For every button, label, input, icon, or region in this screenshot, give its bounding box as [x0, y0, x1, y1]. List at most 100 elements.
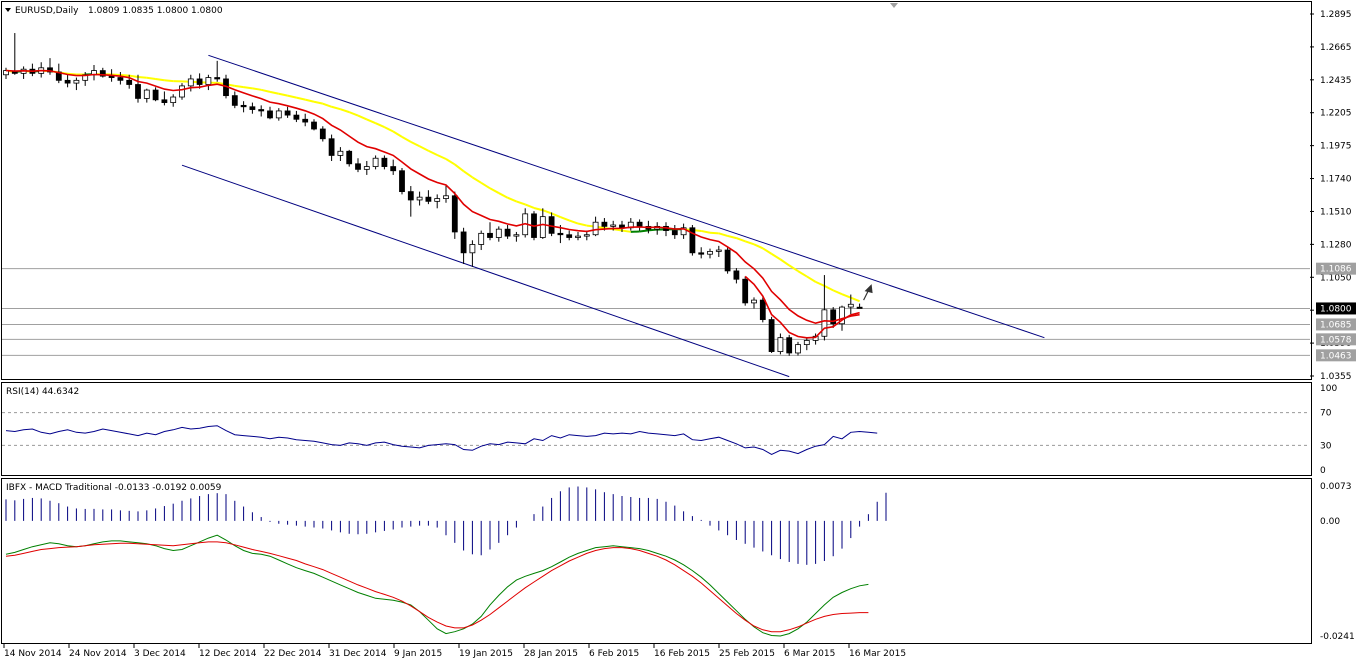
candle-body: [575, 235, 581, 238]
slow-ma-segment: [788, 264, 799, 272]
slow-ma-segment: [613, 228, 623, 232]
candle: [733, 268, 740, 284]
candle: [275, 108, 282, 121]
candle-body: [126, 79, 133, 85]
candle-body: [557, 232, 564, 236]
macd-title: IBFX - MACD Traditional -0.0133 -0.0192 …: [6, 483, 222, 493]
price-tag-label: 1.0800: [1320, 304, 1352, 314]
rsi-axis: 100 70 30 0: [1320, 384, 1337, 476]
candle: [73, 77, 80, 91]
candle: [258, 105, 265, 117]
candle-body: [856, 306, 863, 309]
time-tick-label: 3 Dec 2014: [134, 649, 186, 659]
candle-body: [319, 128, 326, 140]
candle: [3, 67, 9, 79]
ohlc-label: 1.0809 1.0835 1.0800 1.0800: [88, 6, 223, 16]
breakout-arrow: [863, 284, 873, 301]
candle: [715, 245, 722, 257]
slow-ma-segment: [542, 209, 552, 215]
price-tag-box: [1316, 262, 1356, 275]
price-tick-label: 1.2665: [1320, 43, 1352, 53]
slow-ma-segment: [304, 98, 315, 103]
candle: [469, 240, 476, 267]
time-tick-label: 19 Jan 2015: [459, 649, 513, 659]
slow-ma-segment: [718, 232, 728, 237]
slow-ma-segment: [551, 212, 561, 218]
slow-ma-segment: [823, 284, 834, 292]
candle-body: [231, 95, 238, 106]
candle-body: [707, 251, 713, 255]
candle-body: [117, 77, 124, 81]
slow-ma-segment: [410, 140, 421, 148]
rsi-path: [5, 425, 878, 455]
slow-ma-segment: [234, 84, 244, 89]
slow-ma-segment: [709, 231, 719, 235]
candle: [689, 224, 696, 256]
candle: [742, 276, 749, 306]
candle: [390, 159, 397, 175]
price-tag-label: 1.0685: [1320, 320, 1352, 330]
slow-ma-segment: [375, 122, 385, 129]
candle: [399, 167, 405, 195]
candle-body: [777, 337, 784, 352]
candle: [372, 155, 379, 170]
slow-ma-segment: [260, 88, 271, 93]
candle-body: [99, 70, 106, 77]
fast-moving-averages: [5, 69, 860, 339]
slow-ma-segment: [648, 228, 658, 232]
rsi-tick-label: 70: [1320, 409, 1332, 419]
slow-ma-segment: [383, 126, 394, 133]
slow-ma-segment: [278, 92, 288, 97]
candle: [293, 110, 300, 123]
slow-ma-segment: [832, 289, 843, 296]
candle: [575, 231, 581, 241]
macd-panel[interactable]: [1, 478, 1312, 644]
slow-ma-segment: [489, 187, 500, 194]
candle-body: [566, 234, 573, 238]
candle: [240, 101, 247, 113]
slow-ma-segment: [498, 192, 509, 199]
slow-ma-segment: [137, 76, 147, 79]
signal-line-path: [5, 541, 869, 633]
candle: [592, 216, 599, 237]
candle-body: [399, 170, 405, 193]
price-tick-label: 1.2435: [1320, 76, 1352, 86]
slow-ma-segment: [806, 275, 817, 283]
price-tick-label: 1.2895: [1320, 10, 1352, 20]
candle-body: [381, 157, 388, 167]
candle-body: [583, 234, 590, 237]
slow-ma-segment: [348, 111, 359, 117]
slow-ma-segment: [744, 240, 755, 246]
candle: [707, 248, 713, 259]
rsi-panel[interactable]: [1, 382, 1312, 476]
price-panel[interactable]: [1, 1, 1312, 380]
candle: [328, 134, 335, 162]
candle-body: [161, 99, 168, 103]
candle-body: [504, 228, 511, 237]
candle-body: [302, 118, 309, 123]
slow-ma-segment: [366, 118, 376, 125]
slow-ma-segment: [146, 76, 156, 81]
slow-ma-segment: [454, 163, 465, 173]
candle: [143, 88, 150, 103]
candle-body: [275, 110, 282, 119]
candle: [478, 230, 485, 251]
shift-marker-icon[interactable]: [890, 3, 898, 8]
candle-body: [636, 221, 643, 227]
candle-body: [495, 228, 502, 238]
candle-body: [592, 221, 599, 236]
arrow-head: [864, 284, 873, 294]
trend-channel[interactable]: [181, 54, 1045, 378]
slow-ma-segment: [480, 181, 491, 190]
collapse-triangle-icon[interactable]: [5, 8, 11, 12]
candle: [513, 231, 520, 242]
candle: [381, 155, 388, 170]
macd-tick-label: 0.00: [1320, 517, 1340, 527]
slow-ma-segment: [243, 86, 253, 90]
price-tick-label: 1.2205: [1320, 109, 1352, 119]
candle: [777, 333, 784, 355]
candle: [152, 87, 159, 102]
slow-ma-segment: [533, 207, 544, 212]
macd-tick-label: 0.0073: [1320, 482, 1352, 492]
